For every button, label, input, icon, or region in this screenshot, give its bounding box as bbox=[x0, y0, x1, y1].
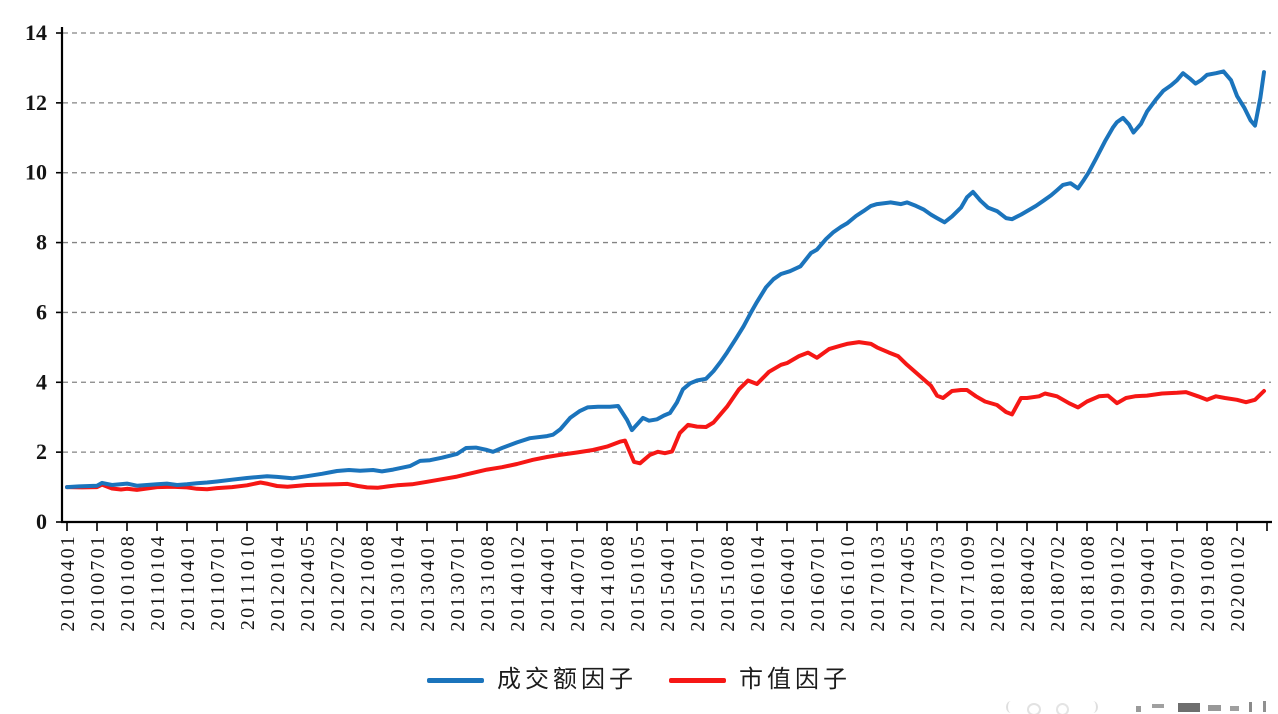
x-tick-label: 20150105 bbox=[627, 534, 649, 632]
x-tick-label: 20160401 bbox=[777, 534, 799, 632]
legend-item-turnover-factor: 成交额因子 bbox=[427, 668, 637, 692]
x-tick-label: 20191008 bbox=[1197, 534, 1219, 632]
cropped-text-fragment bbox=[1000, 697, 1278, 714]
x-tick-label: 20100701 bbox=[87, 534, 109, 632]
x-tick-label: 20101008 bbox=[117, 534, 139, 632]
x-tick-label: 20131008 bbox=[477, 534, 499, 632]
text-mark bbox=[1006, 701, 1016, 713]
y-tick-label: 0 bbox=[36, 509, 47, 534]
x-tick-label: 20180402 bbox=[1017, 534, 1039, 632]
x-tick-label: 20181008 bbox=[1077, 534, 1099, 632]
x-tick-label: 20141008 bbox=[597, 534, 619, 632]
x-tick-label: 20180102 bbox=[987, 534, 1009, 632]
text-mark bbox=[1152, 704, 1164, 708]
x-tick-label: 20111010 bbox=[237, 534, 259, 630]
legend-item-market-cap-factor: 市值因子 bbox=[669, 668, 851, 692]
x-tick-label: 20161010 bbox=[837, 534, 859, 632]
text-mark bbox=[1263, 701, 1266, 712]
x-tick-label: 20140102 bbox=[507, 534, 529, 632]
text-mark bbox=[1208, 705, 1221, 711]
x-tick-label: 20100401 bbox=[57, 534, 79, 632]
text-mark bbox=[1249, 702, 1252, 712]
turnover-factor-legend-label: 成交额因子 bbox=[497, 667, 637, 693]
x-tick-label: 20160701 bbox=[807, 534, 829, 632]
text-mark bbox=[1230, 706, 1239, 711]
y-tick-label: 4 bbox=[36, 369, 47, 394]
x-tick-label: 20120702 bbox=[327, 534, 349, 632]
text-mark bbox=[1136, 706, 1141, 712]
x-tick-label: 20150401 bbox=[657, 534, 679, 632]
market-cap-factor-line-swatch bbox=[669, 677, 726, 683]
x-tick-label: 20170103 bbox=[867, 534, 889, 632]
x-tick-label: 20190102 bbox=[1107, 534, 1129, 632]
x-tick-label: 20140401 bbox=[537, 534, 559, 632]
x-tick-label: 20110104 bbox=[147, 534, 169, 631]
x-tick-label: 20190701 bbox=[1167, 534, 1189, 632]
x-tick-label: 20121008 bbox=[357, 534, 379, 632]
y-tick-label: 8 bbox=[36, 230, 47, 255]
x-tick-label: 20130104 bbox=[387, 534, 409, 632]
y-tick-label: 6 bbox=[36, 299, 47, 324]
market-cap-factor-line bbox=[65, 340, 1266, 492]
chart-legend: 成交额因子 市值因子 bbox=[0, 668, 1278, 692]
x-tick-label: 20170405 bbox=[897, 534, 919, 632]
x-tick-label: 20120405 bbox=[297, 534, 319, 632]
text-mark bbox=[1056, 703, 1069, 714]
y-tick-label: 12 bbox=[25, 90, 47, 115]
x-tick-label: 20130701 bbox=[447, 534, 469, 632]
turnover-factor-line bbox=[65, 69, 1266, 490]
x-tick-label: 20200102 bbox=[1227, 534, 1249, 632]
turnover-factor-line-swatch bbox=[427, 677, 484, 683]
text-mark bbox=[1027, 703, 1041, 714]
x-tick-label: 20170703 bbox=[927, 534, 949, 632]
x-tick-label: 20150701 bbox=[687, 534, 709, 632]
x-tick-label: 20190401 bbox=[1137, 534, 1159, 632]
x-tick-label: 20180702 bbox=[1047, 534, 1069, 632]
text-mark bbox=[1088, 701, 1098, 713]
x-tick-label: 20171009 bbox=[957, 534, 979, 632]
x-tick-label: 20160104 bbox=[747, 534, 769, 632]
x-tick-label: 20120104 bbox=[267, 534, 289, 632]
x-tick-label: 20140701 bbox=[567, 534, 589, 632]
market-cap-factor-legend-label: 市值因子 bbox=[739, 667, 851, 693]
y-tick-label: 10 bbox=[25, 160, 47, 185]
x-tick-label: 20110401 bbox=[177, 534, 199, 631]
x-tick-label: 20130401 bbox=[417, 534, 439, 632]
x-tick-label: 20151008 bbox=[717, 534, 739, 632]
text-mark bbox=[1178, 703, 1200, 712]
y-tick-label: 14 bbox=[25, 20, 47, 45]
y-tick-label: 2 bbox=[36, 439, 47, 464]
x-tick-label: 20110701 bbox=[207, 534, 229, 631]
